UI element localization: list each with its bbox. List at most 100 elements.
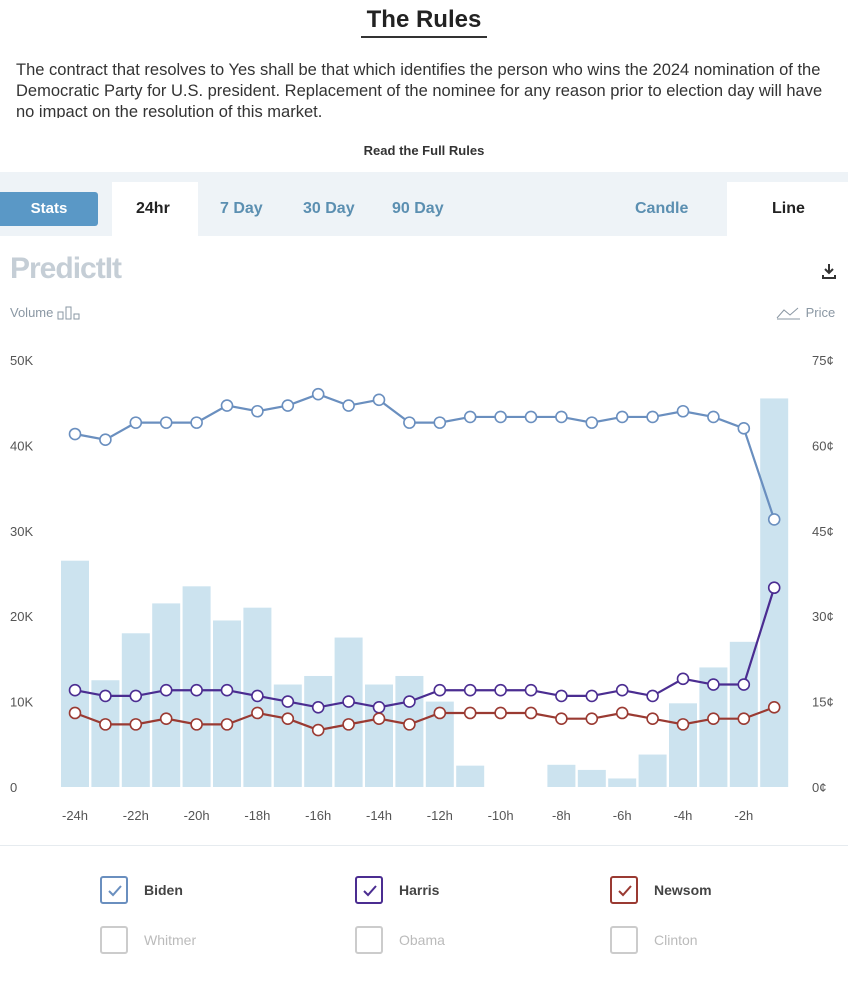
series-point-newsom [281,712,295,725]
series-point-harris [707,678,720,691]
predictit-logo: PredictIt [10,252,122,285]
series-line-biden [74,392,776,520]
y-right-tick-label: 0¢ [812,780,826,795]
line-chart-icon [776,307,800,320]
series-point-newsom [585,712,599,725]
series-point-newsom [251,706,264,720]
series-point-biden [524,410,538,424]
tab-24hr[interactable]: 24hr [136,200,170,217]
tab-7-day[interactable]: 7 Day [220,200,263,217]
series-point-newsom [463,706,477,720]
series-point-biden [646,410,659,424]
legend-label: Biden [144,882,183,898]
series-point-newsom [372,712,386,725]
series-point-biden [251,404,264,418]
volume-bar [608,778,637,787]
x-tick-label: -18h [244,808,270,823]
series-point-biden [737,422,751,435]
x-tick-label: -14h [366,808,392,823]
volume-bar [213,620,241,787]
y-left-tick-label: 10K [10,695,33,710]
x-tick-label: -22h [123,808,149,823]
checkmark-icon [363,885,377,897]
series-point-newsom [311,723,325,737]
rules-title: The Rules [366,6,482,33]
series-point-biden [463,410,477,424]
y-right-tick-label: 60¢ [812,438,834,453]
volume-bar [61,560,89,787]
x-tick-label: -2h [734,808,753,823]
legend-label: Whitmer [144,932,197,948]
tab-90-day[interactable]: 90 Day [392,200,444,217]
tab-candle[interactable]: Candle [635,200,689,217]
series-point-harris [68,683,82,697]
series-point-harris [433,683,447,697]
y-left-tick-label: 30K [10,524,33,539]
tab-line[interactable]: Line [772,200,805,217]
series-point-biden [615,410,629,424]
volume-label-text: Volume [10,305,54,320]
series-point-harris [129,689,143,703]
series-point-newsom [615,706,629,720]
series-point-harris [646,689,659,703]
price-volume-chart: 0 10K 20K 30K 40K 50K 0¢ 15¢ 30¢ 45¢ 60¢ 75¢ -24h -22… [10,353,834,823]
series-point-biden [159,416,173,429]
series-point-biden [372,393,386,407]
series-point-biden [707,410,720,424]
x-tick-label: -12h [427,808,453,823]
series-point-newsom [68,706,82,720]
series-point-newsom [159,712,173,725]
series-point-harris [281,695,295,708]
series-point-biden [311,387,325,401]
volume-bar [456,765,485,787]
x-tick-label: -4h [674,808,693,823]
y-left-tick-label: 50K [10,353,33,368]
series-point-harris [190,683,203,697]
read-full-rules-link[interactable]: Read the Full Rules [363,143,485,158]
legend-checkbox[interactable] [100,876,128,904]
download-icon[interactable] [820,262,838,285]
checkmark-icon [108,885,122,897]
series-point-harris [524,683,538,697]
series-point-harris [342,695,355,708]
legend-checkbox[interactable] [610,876,638,904]
series-point-newsom [342,718,355,731]
series-point-newsom [403,718,416,731]
series-point-newsom [767,700,781,714]
series-point-biden [129,416,143,429]
legend-checkbox[interactable] [610,926,638,954]
y-right-tick-label: 75¢ [812,353,834,368]
series-point-harris [463,683,477,697]
series-point-newsom [707,712,720,725]
legend-checkbox[interactable] [355,926,383,954]
series-point-harris [311,700,325,714]
legend-checkbox[interactable] [355,876,383,904]
series-point-newsom [220,718,234,731]
y-right-tick-label: 45¢ [812,524,834,539]
series-point-biden [281,399,295,412]
stats-button[interactable]: Stats [0,192,98,226]
series-point-harris [585,689,599,703]
x-tick-label: -20h [184,808,210,823]
series-point-harris [676,672,690,686]
series-point-biden [555,410,568,424]
legend-checkbox[interactable] [100,926,128,954]
legend-label: Clinton [654,932,698,948]
series-point-newsom [129,718,143,731]
series-point-biden [433,416,447,429]
series-point-newsom [737,712,751,725]
series-point-biden [99,433,112,447]
volume-axis-label: Volume [10,305,83,320]
series-point-newsom [494,706,507,720]
x-tick-label: -16h [305,808,331,823]
volume-bar [365,684,393,787]
volume-bar [395,675,424,787]
series-point-biden [585,416,599,429]
tab-30-day[interactable]: 30 Day [303,200,355,217]
volume-bar [577,769,606,787]
volume-bar [547,764,576,787]
series-point-biden [403,416,416,429]
price-label-text: Price [805,305,836,320]
legend-label: Obama [399,932,445,948]
series-point-biden [220,399,234,412]
